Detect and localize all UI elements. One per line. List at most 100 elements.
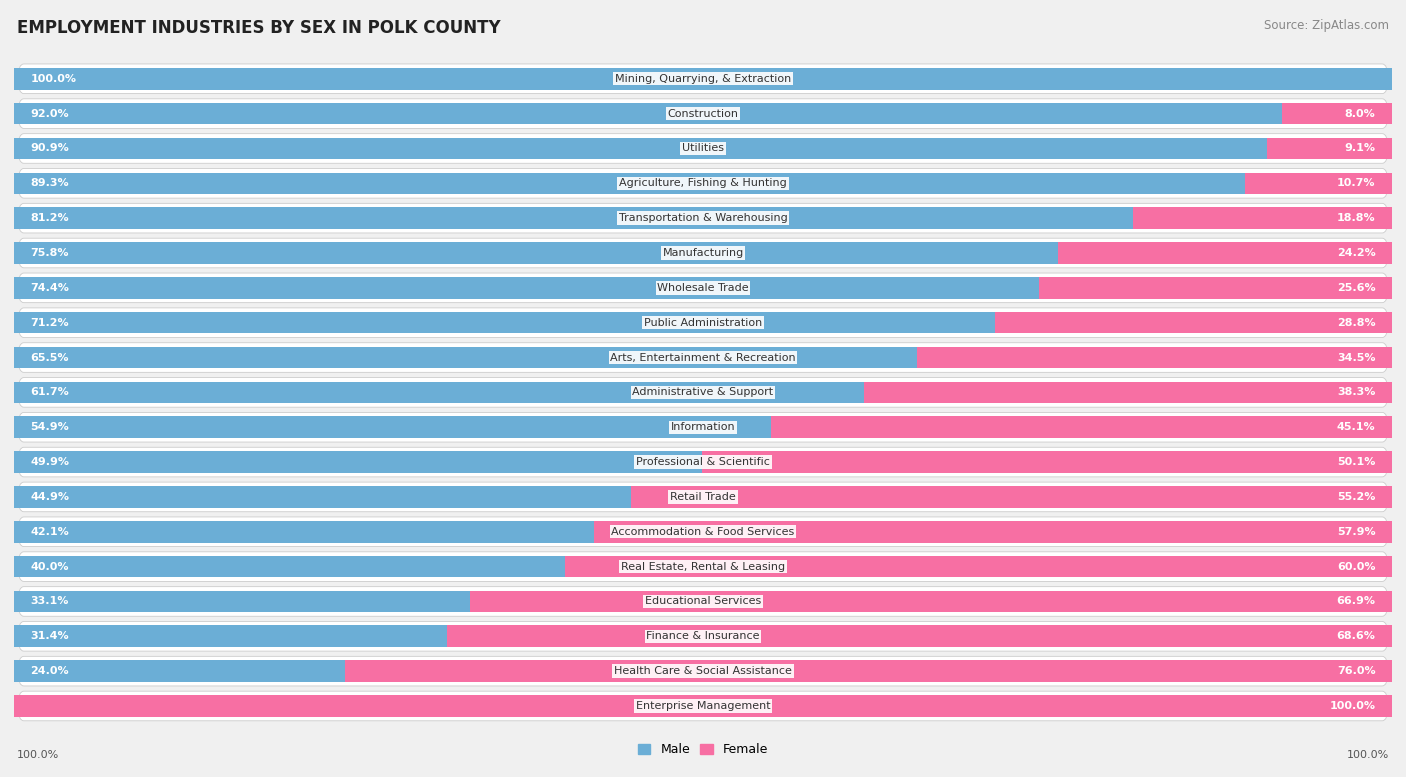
Bar <box>995 312 1392 333</box>
Bar <box>1133 207 1392 229</box>
Bar <box>344 660 1392 682</box>
Text: 57.9%: 57.9% <box>1337 527 1375 537</box>
Bar <box>14 451 702 473</box>
Text: 18.8%: 18.8% <box>1337 213 1375 223</box>
Text: 54.9%: 54.9% <box>31 422 69 432</box>
Bar <box>1244 172 1392 194</box>
Text: 42.1%: 42.1% <box>31 527 69 537</box>
Bar <box>14 277 1039 298</box>
Legend: Male, Female: Male, Female <box>633 738 773 761</box>
Text: Arts, Entertainment & Recreation: Arts, Entertainment & Recreation <box>610 353 796 363</box>
Bar <box>14 68 1392 89</box>
FancyBboxPatch shape <box>18 308 1388 337</box>
Bar <box>14 382 865 403</box>
Text: 68.6%: 68.6% <box>1337 631 1375 641</box>
Text: Manufacturing: Manufacturing <box>662 248 744 258</box>
Text: 100.0%: 100.0% <box>31 74 76 84</box>
Bar <box>1282 103 1392 124</box>
Bar <box>14 556 565 577</box>
FancyBboxPatch shape <box>18 657 1388 686</box>
FancyBboxPatch shape <box>18 169 1388 198</box>
Bar <box>14 207 1133 229</box>
FancyBboxPatch shape <box>18 99 1388 128</box>
Text: Construction: Construction <box>668 109 738 119</box>
Text: 100.0%: 100.0% <box>1330 701 1375 711</box>
FancyBboxPatch shape <box>18 64 1388 93</box>
Bar <box>14 242 1059 264</box>
Bar <box>14 312 995 333</box>
Text: Health Care & Social Assistance: Health Care & Social Assistance <box>614 666 792 676</box>
Text: 76.0%: 76.0% <box>1337 666 1375 676</box>
Bar <box>1059 242 1392 264</box>
Text: 92.0%: 92.0% <box>31 109 69 119</box>
Text: Agriculture, Fishing & Hunting: Agriculture, Fishing & Hunting <box>619 178 787 188</box>
Text: Mining, Quarrying, & Extraction: Mining, Quarrying, & Extraction <box>614 74 792 84</box>
Bar <box>14 138 1267 159</box>
Bar <box>1267 138 1392 159</box>
Text: 90.9%: 90.9% <box>31 144 69 154</box>
FancyBboxPatch shape <box>18 204 1388 233</box>
Text: Public Administration: Public Administration <box>644 318 762 328</box>
Bar <box>595 521 1392 542</box>
FancyBboxPatch shape <box>18 343 1388 372</box>
FancyBboxPatch shape <box>18 482 1388 512</box>
Text: 66.9%: 66.9% <box>1337 597 1375 607</box>
Text: 65.5%: 65.5% <box>31 353 69 363</box>
Bar <box>14 625 447 647</box>
Text: 50.1%: 50.1% <box>1337 457 1375 467</box>
Text: 9.1%: 9.1% <box>1344 144 1375 154</box>
Bar <box>14 695 1392 717</box>
Bar <box>14 486 633 507</box>
Bar <box>447 625 1392 647</box>
Text: 34.5%: 34.5% <box>1337 353 1375 363</box>
Bar <box>14 591 470 612</box>
Text: 49.9%: 49.9% <box>31 457 69 467</box>
FancyBboxPatch shape <box>18 692 1388 721</box>
FancyBboxPatch shape <box>18 552 1388 581</box>
Text: 8.0%: 8.0% <box>1344 109 1375 119</box>
Text: EMPLOYMENT INDUSTRIES BY SEX IN POLK COUNTY: EMPLOYMENT INDUSTRIES BY SEX IN POLK COU… <box>17 19 501 37</box>
Text: Educational Services: Educational Services <box>645 597 761 607</box>
Text: 24.0%: 24.0% <box>31 666 69 676</box>
Text: 100.0%: 100.0% <box>17 750 59 760</box>
Text: 81.2%: 81.2% <box>31 213 69 223</box>
Text: Utilities: Utilities <box>682 144 724 154</box>
Text: Real Estate, Rental & Leasing: Real Estate, Rental & Leasing <box>621 562 785 572</box>
Bar <box>631 486 1392 507</box>
Bar <box>770 416 1392 438</box>
Text: 74.4%: 74.4% <box>31 283 69 293</box>
Text: Administrative & Support: Administrative & Support <box>633 388 773 397</box>
Text: 61.7%: 61.7% <box>31 388 69 397</box>
Text: Finance & Insurance: Finance & Insurance <box>647 631 759 641</box>
FancyBboxPatch shape <box>18 378 1388 407</box>
Bar <box>917 347 1392 368</box>
Bar <box>470 591 1392 612</box>
Bar <box>14 347 917 368</box>
Text: 38.3%: 38.3% <box>1337 388 1375 397</box>
Text: Enterprise Management: Enterprise Management <box>636 701 770 711</box>
Text: Source: ZipAtlas.com: Source: ZipAtlas.com <box>1264 19 1389 33</box>
Text: 44.9%: 44.9% <box>31 492 69 502</box>
Bar <box>14 416 770 438</box>
Text: 28.8%: 28.8% <box>1337 318 1375 328</box>
Text: 71.2%: 71.2% <box>31 318 69 328</box>
Text: 75.8%: 75.8% <box>31 248 69 258</box>
Bar <box>865 382 1392 403</box>
FancyBboxPatch shape <box>18 622 1388 651</box>
Text: 33.1%: 33.1% <box>31 597 69 607</box>
FancyBboxPatch shape <box>18 239 1388 268</box>
Text: 55.2%: 55.2% <box>1337 492 1375 502</box>
FancyBboxPatch shape <box>18 134 1388 163</box>
Text: Professional & Scientific: Professional & Scientific <box>636 457 770 467</box>
Bar <box>1039 277 1392 298</box>
Text: Transportation & Warehousing: Transportation & Warehousing <box>619 213 787 223</box>
Text: 100.0%: 100.0% <box>1347 750 1389 760</box>
Bar <box>14 103 1282 124</box>
Text: Information: Information <box>671 422 735 432</box>
Text: 31.4%: 31.4% <box>31 631 69 641</box>
FancyBboxPatch shape <box>18 448 1388 477</box>
Text: 25.6%: 25.6% <box>1337 283 1375 293</box>
Bar <box>14 660 344 682</box>
Bar <box>565 556 1392 577</box>
Bar <box>14 521 595 542</box>
